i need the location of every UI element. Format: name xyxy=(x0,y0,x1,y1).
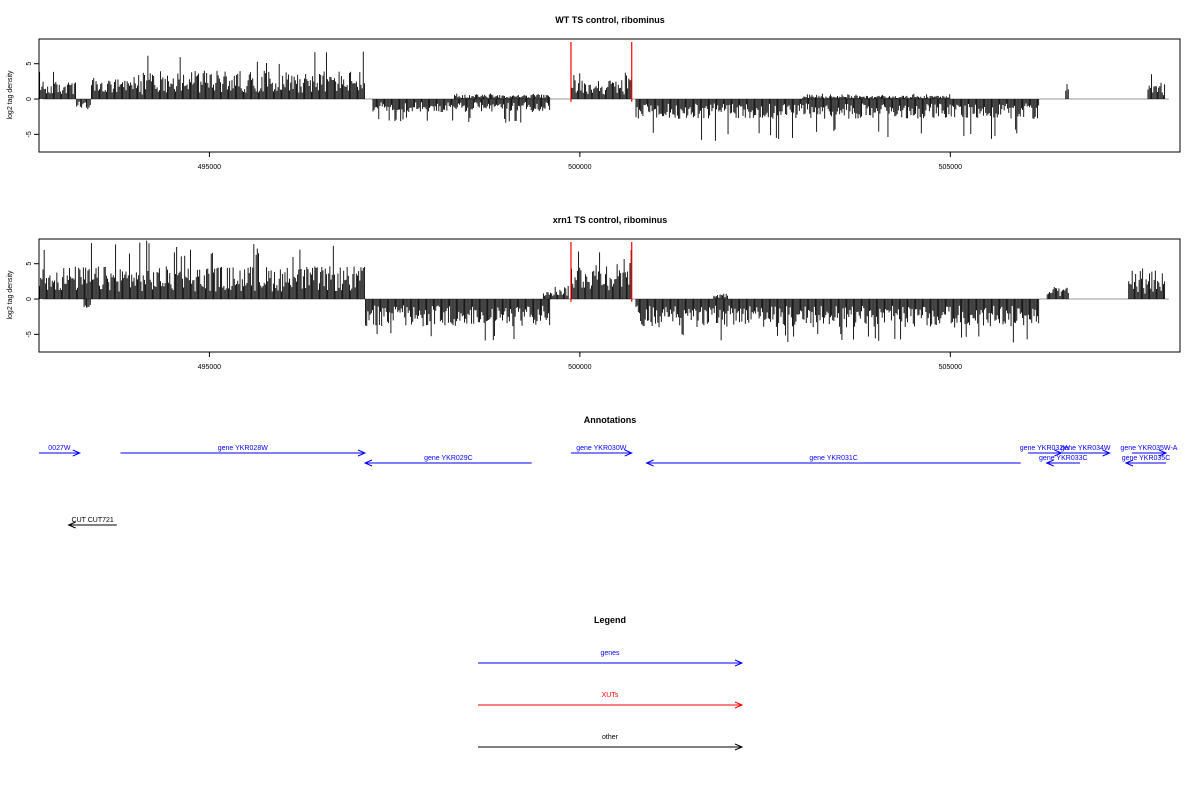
legend-item: genes xyxy=(478,650,744,667)
y-tick-label: 5 xyxy=(26,262,33,266)
arrowhead-right xyxy=(72,449,82,457)
legend-item: XUTs xyxy=(478,692,744,709)
arrowhead-right xyxy=(624,449,633,457)
arrowhead-left xyxy=(363,459,373,467)
track-panel-xrn1: xrn1 TS control, ribominus log2 tag dens… xyxy=(7,215,1181,371)
feature-label: gene YKR030W xyxy=(576,445,626,452)
legend-label: other xyxy=(602,734,619,741)
arrowhead-left xyxy=(645,459,654,467)
signal-bars xyxy=(39,42,1169,141)
x-tick-label: 505000 xyxy=(939,364,962,371)
x-tick-label: 500000 xyxy=(568,164,591,171)
annotations-title: Annotations xyxy=(584,415,637,425)
y-axis-label: log2 tag density xyxy=(7,70,14,120)
legend: Legend genes XUTs other xyxy=(478,615,744,751)
axes: -5 0 5 495000 500000 505000 xyxy=(26,238,1181,371)
annotation-feature: gene YKR030W xyxy=(570,445,633,457)
annotation-feature: gene YKR035W-A xyxy=(1120,445,1178,457)
plot-frame xyxy=(38,238,1181,353)
x-tick-label: 500000 xyxy=(568,364,591,371)
x-tick-label: 505000 xyxy=(939,164,962,171)
annotation-feature: gene YKR035C xyxy=(1122,455,1171,467)
arrowhead-right xyxy=(734,701,744,709)
feature-label: gene YKR035C xyxy=(1122,455,1171,462)
arrowhead-right xyxy=(1158,449,1168,457)
axes: -5 0 5 495000 500000 505000 xyxy=(26,38,1181,171)
arrowhead-right xyxy=(734,659,744,667)
y-tick-label: -5 xyxy=(26,331,33,337)
feature-label: gene YKR028W xyxy=(218,445,268,452)
feature-label: gene YKR033C xyxy=(1039,455,1088,462)
legend-items: genes XUTs other xyxy=(478,650,744,751)
panel-title: xrn1 TS control, ribominus xyxy=(553,215,668,225)
arrowhead-left xyxy=(1045,459,1054,467)
arrowhead-left xyxy=(67,521,76,529)
legend-label: genes xyxy=(600,650,620,657)
y-axis-label: log2 tag density xyxy=(7,270,14,320)
annotation-feature: gene YKR031C xyxy=(645,455,1021,467)
x-tick-label: 495000 xyxy=(198,364,221,371)
legend-item: other xyxy=(478,734,744,751)
annotation-feature: gene YKR028W xyxy=(120,445,367,457)
annotation-feature: gene YKR034W xyxy=(1060,445,1111,457)
annotation-feature: gene YKR033C xyxy=(1039,455,1088,467)
feature-label: gene YKR029C xyxy=(424,455,473,462)
arrowhead-right xyxy=(734,743,744,751)
y-tick-label: 0 xyxy=(26,297,33,301)
y-tick-label: -5 xyxy=(26,131,33,137)
feature-label: 0027W xyxy=(48,445,71,452)
annotation-feature: 0027W xyxy=(39,445,82,457)
feature-label: gene YKR035W-A xyxy=(1120,445,1177,452)
legend-title: Legend xyxy=(594,615,626,625)
y-tick-label: 0 xyxy=(26,97,33,101)
feature-label: CUT CUT721 xyxy=(72,517,114,524)
feature-label: gene YKR034W xyxy=(1060,445,1110,452)
legend-label: XUTs xyxy=(602,692,619,699)
panel-title: WT TS control, ribominus xyxy=(555,15,665,25)
plot-frame xyxy=(38,38,1181,153)
arrowhead-right xyxy=(1102,449,1111,457)
arrowhead-right xyxy=(357,449,367,457)
signal-bars xyxy=(39,240,1169,343)
x-tick-label: 495000 xyxy=(198,164,221,171)
feature-label: gene YKR031C xyxy=(809,455,858,462)
annotations-track: Annotations 0027W gene YKR028W gene YKR029… xyxy=(39,415,1178,529)
annotation-features: 0027W gene YKR028W gene YKR029C gene YKR030… xyxy=(39,445,1178,529)
track-panel-wt: WT TS control, ribominus log2 tag densit… xyxy=(7,15,1181,171)
y-tick-label: 5 xyxy=(26,62,33,66)
feature-label: gene YKR032W xyxy=(1020,445,1070,452)
annotation-feature: gene YKR029C xyxy=(363,455,532,467)
arrowhead-left xyxy=(1124,459,1134,467)
annotation-feature: CUT CUT721 xyxy=(67,517,117,529)
